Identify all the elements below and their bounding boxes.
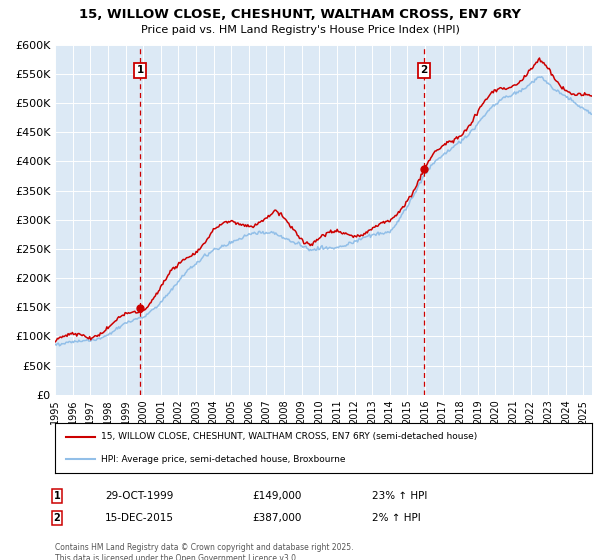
Text: Contains HM Land Registry data © Crown copyright and database right 2025.
This d: Contains HM Land Registry data © Crown c… <box>55 543 354 560</box>
Text: 29-OCT-1999: 29-OCT-1999 <box>105 491 173 501</box>
Text: 1: 1 <box>137 66 144 76</box>
Text: 2: 2 <box>53 513 61 523</box>
Text: 2% ↑ HPI: 2% ↑ HPI <box>372 513 421 523</box>
Text: 1: 1 <box>53 491 61 501</box>
Text: £149,000: £149,000 <box>252 491 301 501</box>
Text: HPI: Average price, semi-detached house, Broxbourne: HPI: Average price, semi-detached house,… <box>101 455 346 464</box>
Text: 2: 2 <box>421 66 428 76</box>
Text: 23% ↑ HPI: 23% ↑ HPI <box>372 491 427 501</box>
Text: Price paid vs. HM Land Registry's House Price Index (HPI): Price paid vs. HM Land Registry's House … <box>140 25 460 35</box>
Text: 15, WILLOW CLOSE, CHESHUNT, WALTHAM CROSS, EN7 6RY: 15, WILLOW CLOSE, CHESHUNT, WALTHAM CROS… <box>79 8 521 21</box>
Text: 15-DEC-2015: 15-DEC-2015 <box>105 513 174 523</box>
Text: £387,000: £387,000 <box>252 513 301 523</box>
Text: 15, WILLOW CLOSE, CHESHUNT, WALTHAM CROSS, EN7 6RY (semi-detached house): 15, WILLOW CLOSE, CHESHUNT, WALTHAM CROS… <box>101 432 477 441</box>
